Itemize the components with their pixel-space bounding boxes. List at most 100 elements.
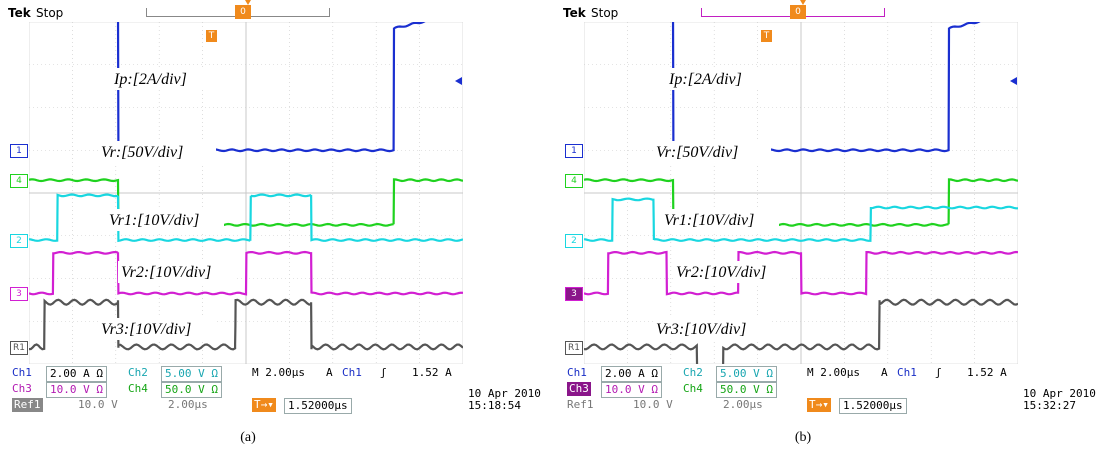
- figure-caption: (a): [240, 430, 256, 445]
- ch3-label: Ch3: [567, 382, 591, 396]
- time-marker: 0: [235, 5, 251, 19]
- trigger-slope-icon: ʃ: [380, 366, 387, 379]
- trace-vr2: [29, 250, 463, 296]
- brand-label: Tek: [8, 6, 31, 20]
- time-text: 15:18:54: [468, 399, 521, 412]
- annotation-vr: Vr:[50V/div]: [653, 141, 771, 163]
- waveform-display: Ip:[2A/div] Vr:[50V/div] Vr1:[10V/div] Vr2:…: [29, 22, 463, 364]
- channel-marker-3[interactable]: 3: [10, 287, 28, 302]
- channel-marker-2[interactable]: 2: [565, 234, 583, 249]
- ch3-scale: 10.0 V Ω: [601, 382, 662, 398]
- ch4-scale: 50.0 V Ω: [716, 382, 777, 398]
- channel-marker-3[interactable]: 3: [565, 287, 583, 302]
- channel-marker-2[interactable]: 2: [10, 234, 28, 249]
- settings-readout: Ch1 2.00 A Ω Ch2 5.00 V Ω M 2.00μs A Ch1…: [563, 366, 1033, 416]
- channel-marker-1[interactable]: 1: [10, 144, 28, 159]
- time-text: 15:32:27: [1023, 399, 1076, 412]
- channel-marker-r1[interactable]: R1: [10, 340, 28, 355]
- timebase: M 2.00μs: [807, 366, 860, 379]
- annotation-text: Vr3:[10V/div]: [656, 321, 746, 338]
- annotation-text: Ip:[2A/div]: [113, 71, 187, 88]
- trace-ip: [671, 22, 981, 153]
- annotation-vr3: Vr3:[10V/div]: [653, 318, 771, 340]
- channel-marker-r1[interactable]: R1: [565, 340, 583, 355]
- run-status: Stop: [591, 6, 619, 20]
- trace-vr1: [29, 193, 463, 243]
- waveform-plot: Ip:[2A/div] Vr:[50V/div] Vr1:[10V/div] Vr2:…: [584, 22, 1018, 364]
- waveform-display: Ip:[2A/div] Vr:[50V/div] Vr1:[10V/div] Vr2:…: [584, 22, 1018, 364]
- trace-vr1: [584, 197, 1018, 242]
- trigger-level: 1.52 A: [412, 366, 452, 379]
- trigger-position-icon: T→▾: [807, 398, 831, 412]
- trigger-mode: A: [881, 366, 888, 379]
- trigger-level: 1.52 A: [967, 366, 1007, 379]
- annotation-text: Vr:[50V/div]: [101, 144, 183, 161]
- ref1-label: Ref1: [12, 398, 43, 412]
- annotation-vr: Vr:[50V/div]: [98, 141, 216, 163]
- trace-vr3: [29, 298, 463, 351]
- trace-vr: [29, 178, 463, 227]
- ch2-scale: 5.00 V Ω: [716, 366, 777, 382]
- channel-marker-4[interactable]: 4: [10, 174, 28, 189]
- trigger-source: Ch1: [897, 366, 917, 379]
- scope-top-bar: Tek Stop 0: [8, 0, 470, 22]
- annotation-text: Vr2:[10V/div]: [676, 264, 766, 281]
- trigger-point-icon: T: [761, 30, 772, 42]
- ch1-label: Ch1: [567, 366, 587, 379]
- ch1-label: Ch1: [12, 366, 32, 379]
- ch4-label: Ch4: [683, 382, 703, 395]
- time-marker: 0: [790, 5, 806, 19]
- trigger-slope-icon: ʃ: [935, 366, 942, 379]
- trace-vr3: [584, 298, 1018, 364]
- brand-label: Tek: [563, 6, 586, 20]
- trace-ip: [116, 22, 426, 153]
- annotation-vr1: Vr1:[10V/div]: [661, 209, 779, 231]
- annotation-text: Vr3:[10V/div]: [101, 321, 191, 338]
- annotation-vr2: Vr2:[10V/div]: [673, 261, 791, 283]
- annotation-text: Vr2:[10V/div]: [121, 264, 211, 281]
- ref1-time: 2.00μs: [168, 398, 208, 411]
- run-status: Stop: [36, 6, 64, 20]
- trace-vr: [584, 178, 1018, 227]
- figure-caption: (b): [794, 430, 812, 445]
- trigger-arrow-icon: [800, 0, 806, 5]
- trigger-position: 1.52000μs: [284, 398, 352, 414]
- ch4-scale: 50.0 V Ω: [161, 382, 222, 398]
- trigger-arrow-icon: [245, 0, 251, 5]
- timestamp: 10 Apr 2010 15:18:54: [468, 388, 564, 412]
- annotation-vr2: Vr2:[10V/div]: [118, 261, 236, 283]
- date-text: 10 Apr 2010: [1023, 387, 1096, 400]
- ch1-scale: 2.00 A Ω: [46, 366, 107, 382]
- date-text: 10 Apr 2010: [468, 387, 541, 400]
- timestamp: 10 Apr 2010 15:32:27: [1023, 388, 1109, 412]
- settings-readout: Ch1 2.00 A Ω Ch2 5.00 V Ω M 2.00μs A Ch1…: [8, 366, 478, 416]
- trigger-position: 1.52000μs: [839, 398, 907, 414]
- trigger-point-icon: T: [206, 30, 217, 42]
- channel-marker-1[interactable]: 1: [565, 144, 583, 159]
- scope-top-bar: Tek Stop 0: [563, 0, 1025, 22]
- ch3-label: Ch3: [12, 382, 32, 395]
- ch4-label: Ch4: [128, 382, 148, 395]
- ch1-scale: 2.00 A Ω: [601, 366, 662, 382]
- annotation-ip: Ip:[2A/div]: [666, 68, 784, 90]
- annotation-vr3: Vr3:[10V/div]: [98, 318, 216, 340]
- annotation-text: Vr1:[10V/div]: [664, 212, 754, 229]
- channel-marker-4[interactable]: 4: [565, 174, 583, 189]
- ch3-scale: 10.0 V Ω: [46, 382, 107, 398]
- ch2-scale: 5.00 V Ω: [161, 366, 222, 382]
- trigger-position-icon: T→▾: [252, 398, 276, 412]
- trace-vr2: [584, 250, 1018, 296]
- ch2-label: Ch2: [683, 366, 703, 379]
- trigger-mode: A: [326, 366, 333, 379]
- trigger-level-arrow-icon: [1010, 77, 1017, 85]
- ref1-scale: 10.0 V: [633, 398, 673, 411]
- annotation-text: Vr:[50V/div]: [656, 144, 738, 161]
- ref1-scale: 10.0 V: [78, 398, 118, 411]
- ref1-label: Ref1: [567, 398, 594, 411]
- annotation-vr1: Vr1:[10V/div]: [106, 209, 224, 231]
- trigger-source: Ch1: [342, 366, 362, 379]
- ref1-time: 2.00μs: [723, 398, 763, 411]
- ch2-label: Ch2: [128, 366, 148, 379]
- annotation-text: Vr1:[10V/div]: [109, 212, 199, 229]
- annotation-ip: Ip:[2A/div]: [111, 68, 229, 90]
